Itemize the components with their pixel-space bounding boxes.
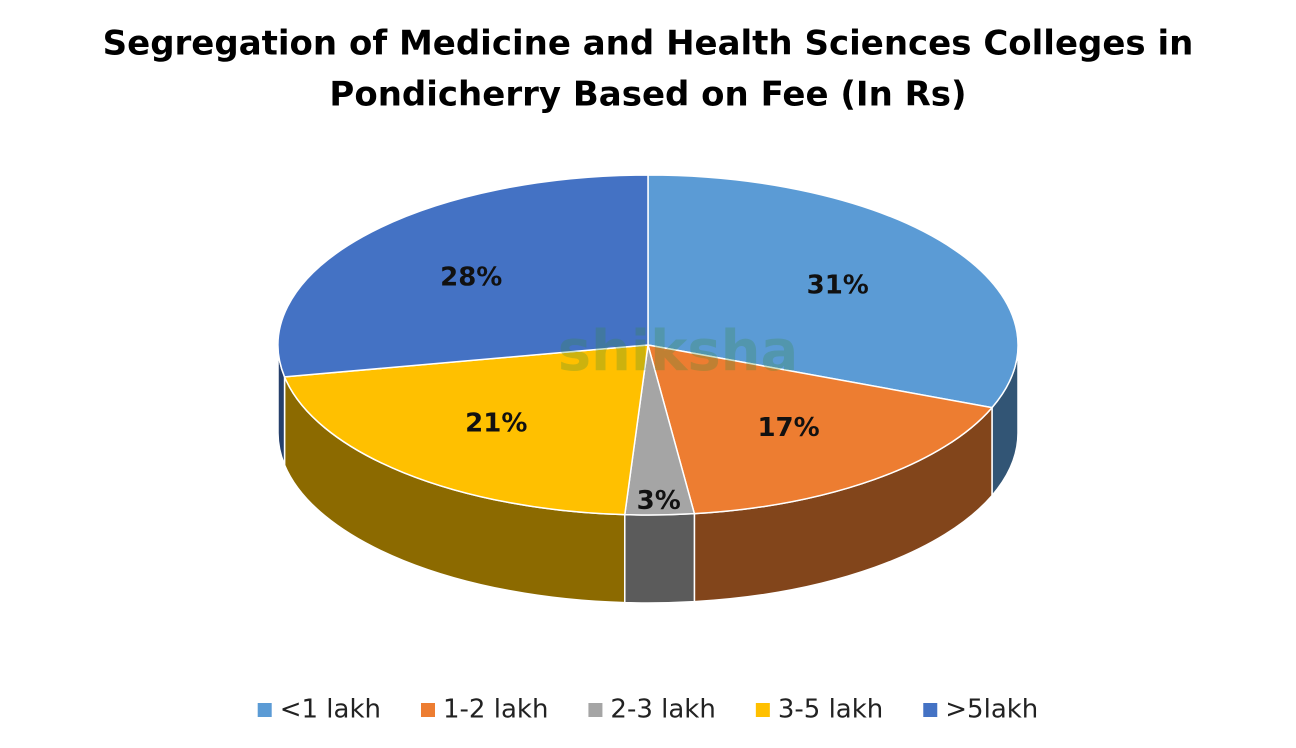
pie-slice xyxy=(277,174,649,378)
legend-label: 3-5 lakh xyxy=(778,695,883,725)
data-label: 3% xyxy=(637,486,681,516)
legend-label: 1-2 lakh xyxy=(443,695,548,725)
pie-slice xyxy=(646,344,994,515)
legend-swatch xyxy=(755,703,770,717)
legend-label: 2-3 lakh xyxy=(610,695,715,725)
legend: <1 lakh 1-2 lakh 2-3 lakh 3-5 lakh >5lakh xyxy=(257,695,1038,725)
legend-swatch xyxy=(421,703,435,717)
legend-swatch xyxy=(923,703,938,717)
chart-title: Segregation of Medicine and Health Scien… xyxy=(103,24,1194,64)
pie-slice xyxy=(647,174,1019,409)
legend-swatch xyxy=(588,703,603,717)
legend-label: >5lakh xyxy=(945,695,1038,725)
watermark: shiksha xyxy=(558,319,799,384)
legend-label: <1 lakh xyxy=(280,695,381,725)
pie-side xyxy=(624,512,696,604)
legend-swatch xyxy=(257,703,272,717)
data-label: 28% xyxy=(440,262,502,292)
data-label: 21% xyxy=(465,409,527,439)
data-label: 17% xyxy=(757,413,819,443)
pie-slice xyxy=(283,344,649,516)
data-label: 31% xyxy=(807,270,869,300)
chart-title: Pondicherry Based on Fee (In Rs) xyxy=(329,75,966,115)
